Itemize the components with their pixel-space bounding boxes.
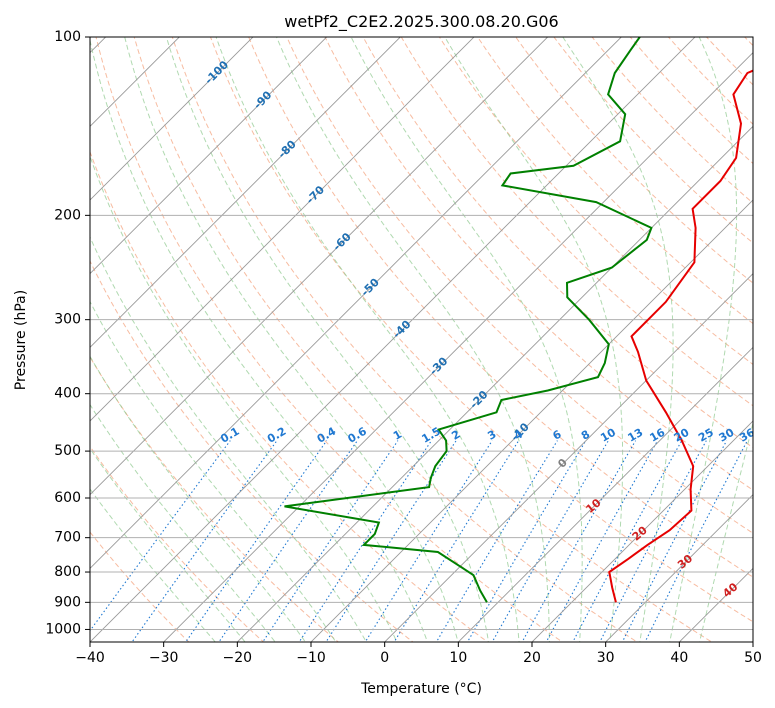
isotherm [90,37,549,496]
mixing-ratio-line [644,440,748,642]
y-tick-label: 900 [54,594,81,610]
mixing-ratio-line [466,440,587,642]
isotherm [90,37,401,348]
x-tick-label: −20 [223,650,253,666]
isotherm [236,125,753,642]
x-tick-label: 0 [380,650,389,666]
moist-adiabat [90,488,216,642]
isotherm [90,37,254,201]
dry-adiabat [362,37,753,449]
isotherm [605,494,753,642]
mixing-ratio-lines [90,440,748,642]
dry-adiabat [515,37,753,284]
dry-adiabat [90,531,190,642]
dry-adiabat [95,37,564,642]
isotherm [531,420,753,642]
isotherms [90,37,753,642]
dry-adiabat [171,37,713,642]
mixing-ratio-line [262,440,399,642]
x-tick-label: 40 [670,650,688,666]
dry-adiabat [248,37,753,578]
y-tick-label: 800 [54,564,81,580]
mixing-ratio-line [435,440,558,642]
dewpoint-line [284,37,653,603]
y-tick-label: 200 [54,207,81,223]
y-tick-label: 700 [54,530,81,546]
moist-adiabat [90,235,367,642]
isotherm [384,273,753,642]
y-axis-label: Pressure (hPa) [13,290,29,390]
moist-adiabat [350,37,583,642]
moist-adiabat [90,300,337,642]
moist-adiabat [90,355,307,642]
isotherm [90,37,696,642]
dry-adiabat [90,445,265,642]
mixing-ratio-line [545,440,659,642]
moist-adiabat [90,38,429,642]
y-tick-label: 400 [54,386,81,402]
y-tick-label: 1000 [45,621,81,637]
dry-adiabat [477,37,753,325]
mixing-ratio-line [491,440,609,642]
mixing-ratio-line [572,440,683,642]
y-tick-label: 100 [54,29,81,45]
moist-adiabat [165,37,490,642]
moist-adiabat [444,37,624,642]
dry-adiabat [400,37,753,407]
mixing-ratio-line [131,440,278,642]
moist-adiabats [90,37,753,642]
x-tick-label: 50 [744,650,762,666]
moist-adiabat [90,154,398,642]
x-tick-label: −10 [296,650,326,666]
y-tick-label: 600 [54,490,81,506]
moist-adiabat [215,37,520,642]
dry-adiabat [90,259,414,642]
x-tick-label: 10 [449,650,467,666]
mixing-ratio-line [325,440,457,642]
isotherm [163,52,753,642]
moist-adiabat [699,421,753,642]
x-tick-label: −30 [149,650,179,666]
isotherm [90,37,622,569]
x-tick-label: 30 [597,650,615,666]
mixing-ratio-line [298,440,432,642]
y-tick-label: 500 [54,443,81,459]
dry-adiabat [133,37,638,642]
x-axis-ticks: −40 −30 −20 −10 0 10 20 30 40 50 [75,642,762,666]
y-axis-ticks: 100 200 300 400 500 600 700 800 900 1000 [45,29,90,637]
temperature-line [608,69,753,603]
x-tick-label: 20 [523,650,541,666]
isotherm [90,37,475,422]
y-tick-label: 300 [54,312,81,328]
profile-series [284,37,753,603]
mixing-ratio-line [599,440,707,642]
plot-area: -100-90-80-70-60-50-40-30-20-1000.1 0.2 0.… [90,37,757,642]
moist-adiabat [562,37,674,642]
isotherm [90,37,180,127]
mixing-ratio-line [521,440,637,642]
plot-frame [89,36,754,643]
mixing-ratio-label: 36 [737,426,757,445]
isotherm [310,199,753,642]
moist-adiabat [275,37,550,642]
moist-adiabat [124,37,459,642]
moist-adiabat [90,403,276,642]
x-tick-label: −40 [75,650,105,666]
x-axis-label: Temperature (°C) [360,681,482,697]
chart-title: wetPf2_C2E2.2025.300.08.20.G06 [284,12,558,32]
mixing-ratio-line [621,440,728,642]
pressure-gridlines [90,37,753,630]
mixing-ratio-line [364,440,493,642]
isotherm [457,346,753,642]
isotherm [90,37,328,275]
moist-adiabat [669,37,738,642]
dry-adiabat [90,356,340,642]
